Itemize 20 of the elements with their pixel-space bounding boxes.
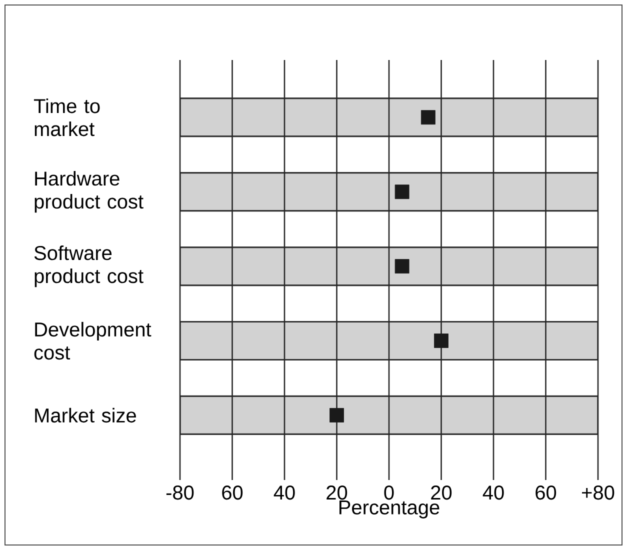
x-tick-label: -80 (166, 486, 194, 500)
point (330, 408, 344, 422)
point (420, 110, 436, 125)
point (394, 259, 410, 274)
x-tick-label: 40 (482, 486, 504, 500)
y-tick-label: Market size (35, 408, 136, 423)
x-axis-title: Percentage (339, 500, 440, 518)
x-tick-label: 20 (326, 486, 348, 500)
point (394, 184, 410, 200)
x-tick-label: 40 (274, 486, 295, 500)
x-tick-label: +80 (582, 486, 614, 500)
point (434, 334, 448, 348)
x-tick-label: 60 (222, 486, 243, 500)
x-tick-label: 0 (384, 486, 394, 500)
y-tick-label: Hardware product cost (34, 170, 144, 213)
y-tick-label: Software product cost (34, 245, 144, 288)
x-tick-label: 20 (431, 486, 452, 500)
y-tick-label: Development cost (34, 322, 152, 360)
y-tick-label: Time to market (34, 98, 100, 136)
x-tick-label: 60 (536, 486, 556, 500)
